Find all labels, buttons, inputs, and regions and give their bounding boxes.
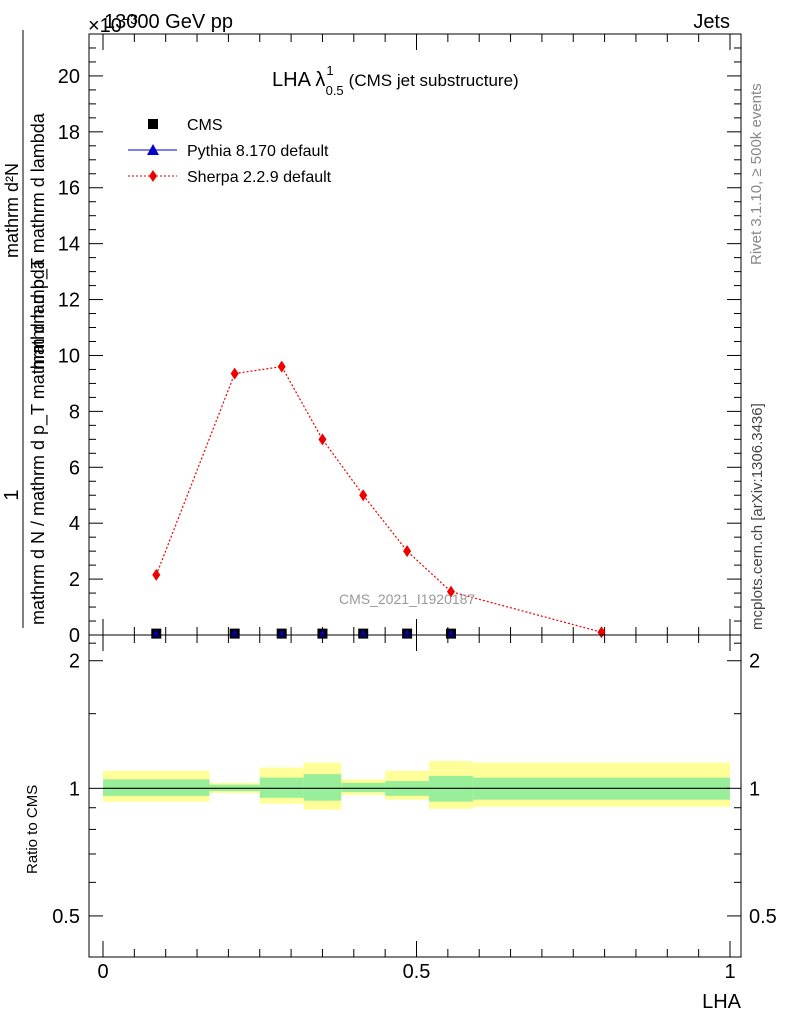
sherpa-line	[155, 365, 602, 633]
ratio-y-tick-label: 1	[69, 778, 80, 800]
energy-label: 13000 GeV pp	[104, 11, 233, 33]
rivet-label: Rivet 3.1.10, ≥ 500k events	[748, 83, 765, 265]
sherpa-point	[446, 585, 455, 598]
legend-label-pythia: Pythia 8.170 default	[187, 143, 329, 160]
exponent-label: ×10−3	[88, 11, 138, 37]
main-plot-data	[151, 360, 606, 639]
x-tick-label: 1	[724, 961, 735, 983]
ratio-y-tick-label-right: 0.5	[749, 906, 777, 928]
sherpa-point	[318, 433, 327, 446]
exponent-base: ×10	[88, 15, 122, 37]
y-tick-label: 16	[58, 178, 80, 200]
ratio-bands	[103, 761, 730, 810]
ratio-inner-band	[103, 779, 210, 796]
y-tick-label: 4	[69, 513, 80, 535]
ratio-inner-band	[341, 782, 386, 793]
analysis-watermark: CMS_2021_I1920187	[339, 591, 475, 607]
ratio-plot-axes: 0.5 0.5 1 1 2 2 0 0.5 1	[52, 635, 777, 983]
ratio-inner-band	[303, 774, 342, 801]
legend: CMS Pythia 8.170 default Sherpa 2.2.9 de…	[128, 117, 332, 186]
legend-marker-cms	[148, 119, 158, 129]
y-axis-title: 1 mathrm d N / mathrm d p_T mathrm d lam…	[1, 30, 49, 628]
sherpa-point	[152, 568, 161, 581]
y-tick-label: 8	[69, 401, 80, 423]
y-tick-label: 12	[58, 290, 80, 312]
ratio-y-tick-label: 2	[69, 651, 80, 673]
sherpa-point	[359, 489, 368, 502]
plot-title-main: LHA λ	[272, 69, 325, 91]
category-label: Jets	[693, 11, 730, 33]
y-tick-label: 2	[69, 569, 80, 591]
plot-title-suffix: (CMS jet substructure)	[349, 71, 519, 90]
ratio-inner-band	[259, 777, 304, 798]
sherpa-point	[403, 545, 412, 558]
sherpa-point	[277, 360, 286, 373]
y-axis-top-line1: mathrm d²N	[2, 163, 22, 258]
main-plot-axes: 0 2 4 6 8 10 12 14 16 18 20	[58, 33, 741, 647]
x-tick-label: 0.5	[403, 961, 431, 983]
exponent-power: −3	[122, 11, 138, 27]
y-tick-label: 6	[69, 457, 80, 479]
y-tick-label: 20	[58, 66, 80, 88]
y-tick-label: 18	[58, 122, 80, 144]
plot-title-sup: 1	[326, 63, 333, 78]
y-axis-numerator: 1	[1, 489, 23, 500]
y-axis-denominator: mathrm d N / mathrm d p_T mathrm d lambd…	[28, 258, 49, 625]
y-tick-label: 10	[58, 345, 80, 367]
y-tick-label: 0	[69, 625, 80, 647]
sherpa-point	[230, 367, 239, 380]
legend-marker-pythia	[147, 144, 159, 155]
mcplots-label: mcplots.cern.ch [arXiv:1306.3436]	[749, 403, 766, 630]
legend-marker-sherpa	[149, 170, 157, 182]
plot-title-sub: 0.5	[326, 83, 344, 98]
plot-title: LHA λ1 0.5 (CMS jet substructure)	[272, 63, 519, 98]
ratio-y-tick-label-right: 1	[749, 778, 760, 800]
ratio-plot-frame	[88, 634, 742, 958]
y-tick-label: 14	[58, 234, 80, 256]
ratio-y-tick-label: 0.5	[52, 906, 80, 928]
y-axis-top-line2: mathrm d p_T mathrm d lambda	[28, 112, 49, 370]
legend-label-sherpa: Sherpa 2.2.9 default	[187, 169, 332, 186]
x-tick-label: 0	[97, 961, 108, 983]
legend-label-cms: CMS	[187, 117, 223, 134]
x-axis-title: LHA	[702, 991, 742, 1013]
ratio-y-tick-label-right: 2	[749, 651, 760, 673]
ratio-y-axis-title: Ratio to CMS	[24, 785, 41, 874]
